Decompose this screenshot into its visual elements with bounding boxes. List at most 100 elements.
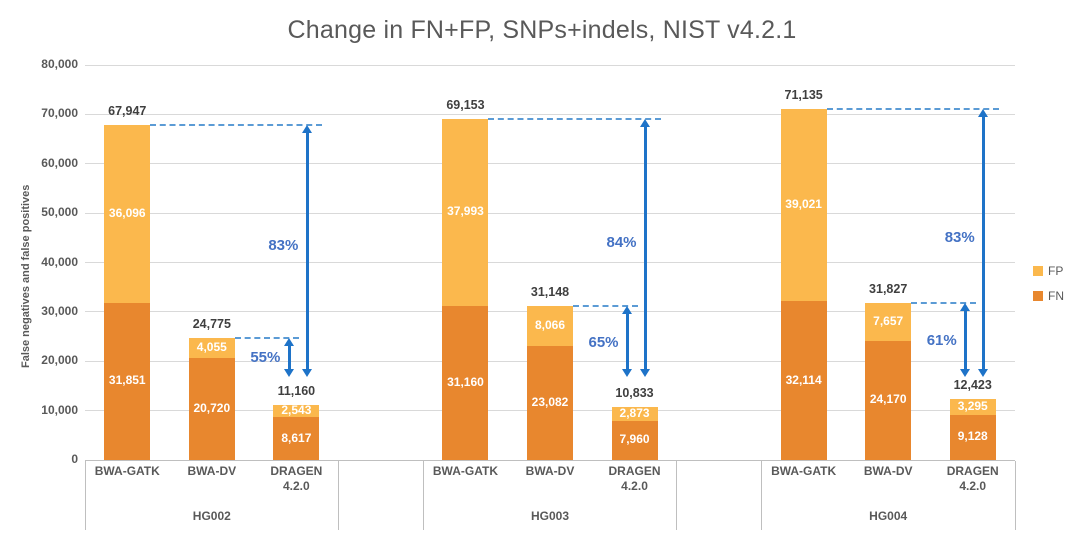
reduction-arrow [622, 306, 633, 377]
bar-segment-fp [865, 302, 912, 341]
bar-total-label: 12,423 [953, 377, 992, 392]
arrow-head-bottom-icon [301, 368, 312, 377]
reduction-arrow [960, 302, 971, 377]
category-label: BWA-DV [525, 464, 575, 478]
category-divider [676, 461, 678, 530]
fp-value-label: 2,873 [619, 405, 650, 420]
reduction-dash-line [826, 107, 999, 110]
arrow-shaft [964, 308, 968, 371]
fn-value-label: 31,160 [447, 375, 484, 390]
fp-value-label: 3,295 [957, 398, 988, 413]
reduction-arrow [283, 337, 295, 377]
legend-item-fp: FP [1033, 264, 1064, 278]
reduction-pct-label: 65% [588, 333, 619, 351]
fp-value-label: 39,021 [785, 197, 822, 212]
bar-total-label: 24,775 [192, 316, 231, 331]
arrow-head-top-icon [960, 302, 971, 311]
bar-segment-fn [188, 357, 235, 460]
bar-total-label: 71,135 [784, 87, 823, 102]
reduction-pct-label: 83% [268, 236, 299, 254]
reduction-dash-line [573, 305, 638, 308]
fn-value-label: 20,720 [193, 400, 231, 415]
category-divider [338, 461, 340, 530]
y-tick-label: 70,000 [41, 106, 78, 121]
group-label: HG002 [192, 509, 231, 523]
arrow-head-bottom-icon [960, 368, 971, 377]
category-label: BWA-GATK [771, 464, 837, 478]
gridline [85, 262, 1015, 263]
arrow-head-top-icon [640, 118, 651, 127]
fp-value-label: 7,657 [873, 313, 904, 328]
arrow-shaft [305, 130, 309, 371]
bar-segment-fn [527, 346, 573, 460]
bar-segment-fn [104, 302, 151, 460]
y-tick-label: 50,000 [41, 205, 78, 220]
fn-value-label: 8,617 [281, 430, 312, 445]
fn-value-label: 23,082 [531, 395, 569, 410]
bar-total-label: 31,148 [530, 285, 570, 300]
arrow-head-top-icon [622, 306, 633, 315]
category-divider [422, 461, 424, 530]
bar-segment-fp [442, 118, 489, 307]
y-tick-label: 30,000 [41, 303, 78, 318]
category-label: DRAGEN 4.2.0 [608, 464, 661, 493]
bar-segment-fp [527, 306, 573, 347]
fp-value-label: 4,055 [196, 339, 227, 354]
gridline [85, 163, 1015, 165]
legend-label-fn: FN [1048, 289, 1064, 303]
bar-total-label: 69,153 [446, 97, 485, 112]
arrow-head-bottom-icon [640, 368, 651, 377]
reduction-pct-label: 55% [250, 349, 281, 367]
fn-value-label: 24,170 [869, 392, 907, 407]
bar-segment-fp [780, 108, 827, 302]
fp-value-label: 37,993 [447, 204, 484, 219]
group-label: HG003 [530, 509, 570, 523]
legend-label-fp: FP [1048, 264, 1064, 278]
fn-value-label: 9,128 [957, 429, 988, 444]
category-divider [1014, 461, 1016, 530]
y-tick-label: 0 [71, 452, 78, 466]
bar-segment-fn [780, 301, 827, 460]
y-tick-label: 80,000 [41, 57, 78, 71]
arrow-shaft [287, 343, 291, 371]
chart-title: Change in FN+FP, SNPs+indels, NIST v4.2.… [287, 16, 797, 44]
bar-total-label: 67,947 [108, 103, 147, 118]
category-label: DRAGEN 4.2.0 [270, 464, 323, 493]
fn-series-swatch-icon [1033, 291, 1043, 301]
arrow-head-top-icon [301, 124, 312, 133]
category-label: DRAGEN 4.2.0 [946, 464, 999, 493]
y-tick-label: 60,000 [41, 155, 78, 170]
fn-value-label: 32,114 [785, 372, 822, 387]
bar-total-label: 10,833 [615, 385, 654, 400]
bar-total-label: 11,160 [277, 383, 316, 398]
bar-segment-fn [611, 420, 658, 460]
gridline [85, 113, 1015, 115]
fn-value-label: 7,960 [619, 432, 650, 447]
y-tick-label: 20,000 [41, 353, 78, 368]
bar-segment-fn [949, 414, 996, 460]
reduction-dash-line [488, 117, 661, 120]
fp-value-label: 36,096 [108, 205, 146, 220]
gridline [85, 212, 1015, 214]
reduction-pct-label: 61% [926, 331, 957, 349]
category-label: BWA-GATK [432, 464, 498, 478]
category-divider [84, 461, 86, 530]
bar-segment-fp [104, 124, 151, 303]
bar-total-label: 31,827 [869, 281, 908, 296]
gridline [85, 64, 1015, 66]
fn-value-label: 31,851 [108, 373, 146, 388]
arrow-head-top-icon [283, 337, 294, 346]
reduction-pct-label: 84% [606, 233, 637, 251]
arrow-shaft [982, 114, 986, 371]
group-label: HG004 [869, 509, 908, 523]
bar-segment-fn [273, 417, 320, 460]
bar-segment-fp [273, 404, 320, 418]
fp-series-swatch-icon [1033, 266, 1043, 276]
reduction-dash-line [150, 123, 323, 126]
arrow-head-bottom-icon [622, 368, 633, 377]
category-label: BWA-DV [187, 464, 237, 478]
legend: FP FN [1033, 264, 1064, 314]
y-tick-label: 40,000 [41, 254, 78, 269]
reduction-arrow [640, 118, 651, 377]
